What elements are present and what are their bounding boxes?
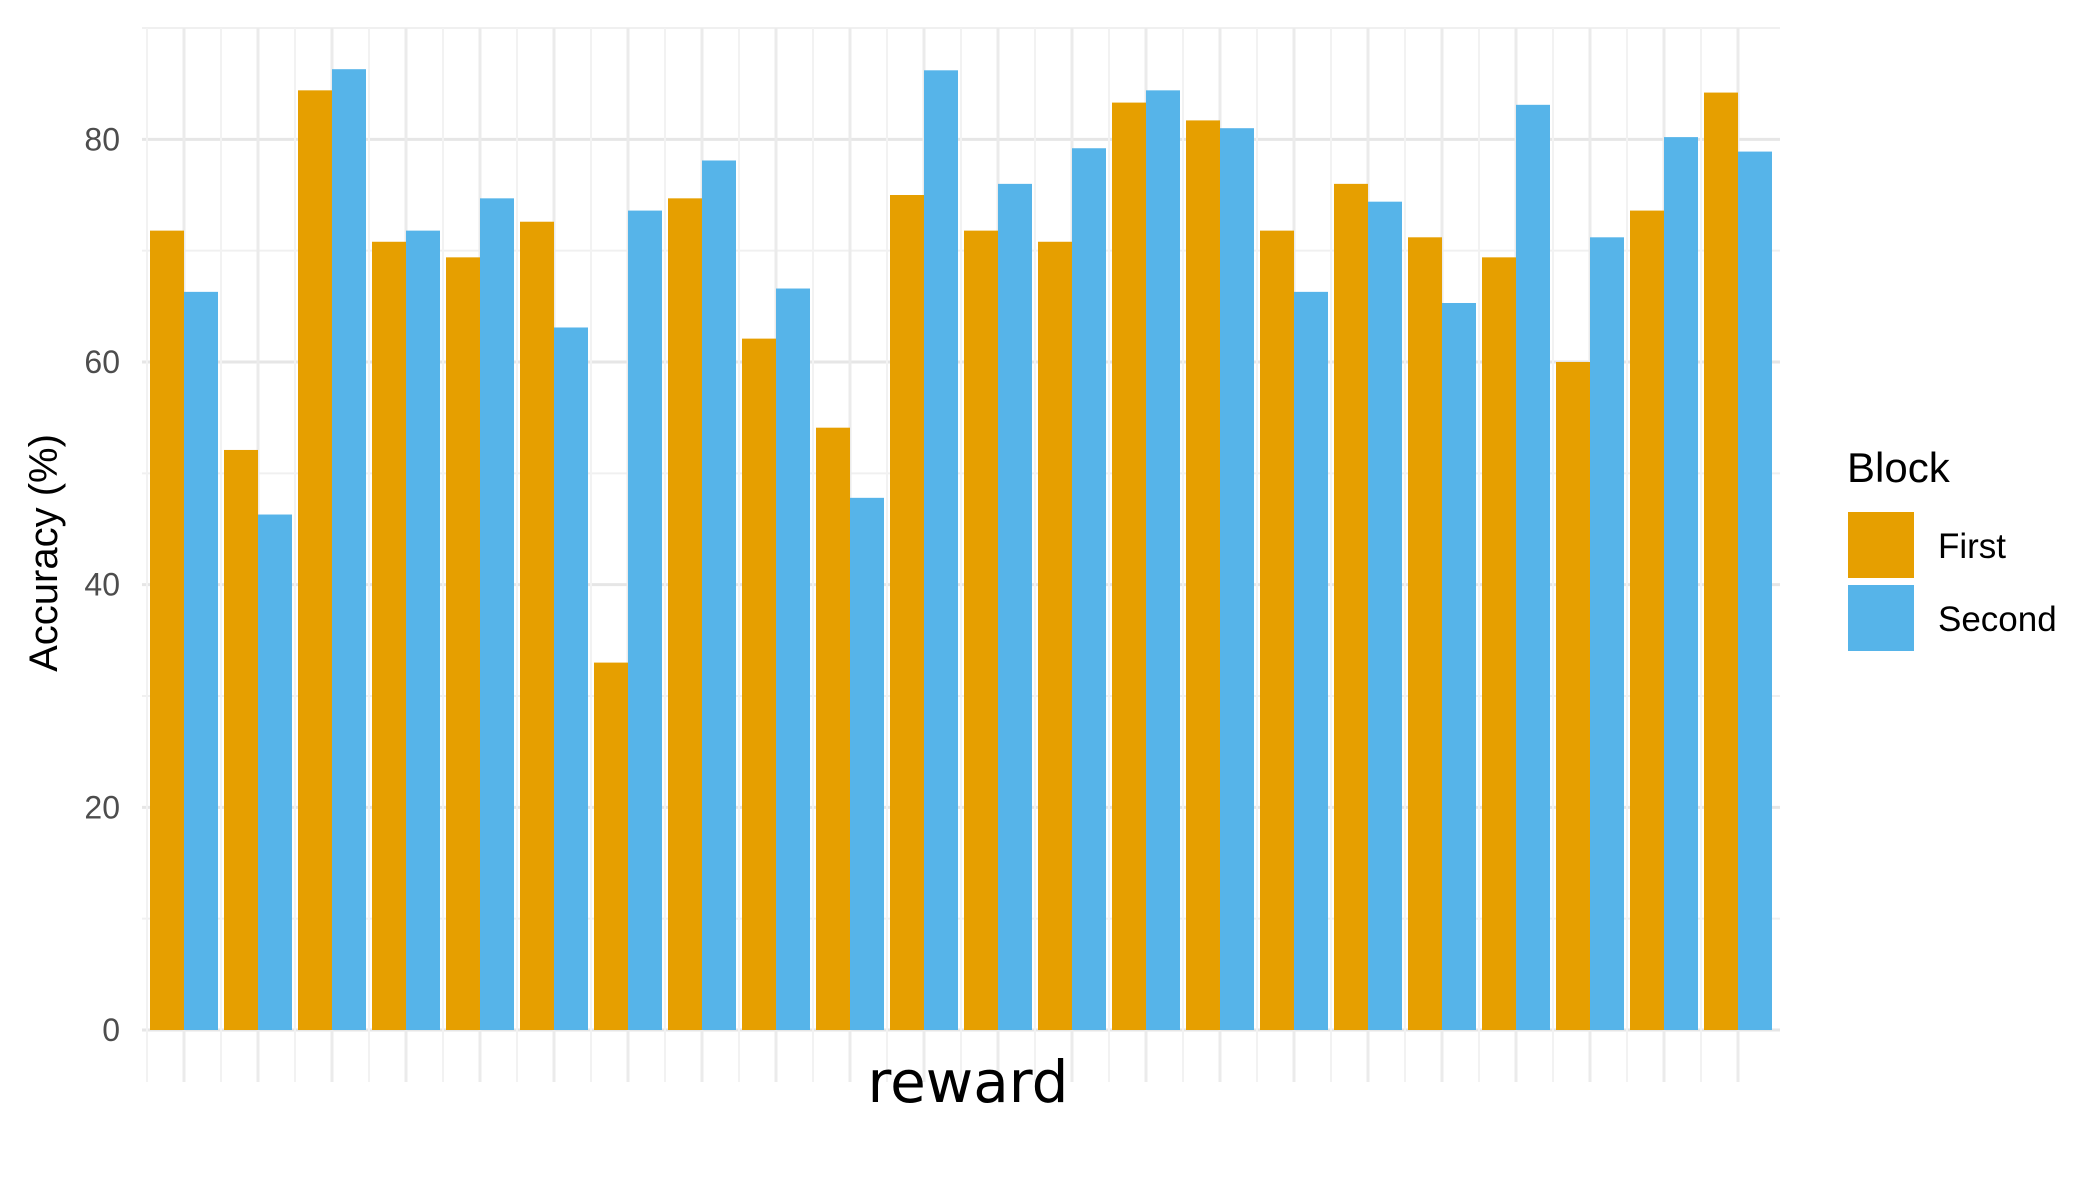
bar-second-7 [628,210,662,1030]
bar-second-8 [702,160,736,1030]
y-axis-tick-labels: 0 20 40 60 80 [84,121,120,1048]
bar-second-12 [998,183,1032,1030]
bar-second-1 [184,291,218,1030]
bar-second-5 [480,198,514,1031]
legend-label-first: First [1938,527,2006,566]
bar-first-19 [1482,257,1516,1030]
bar-second-14 [1146,90,1180,1030]
legend-key-second [1848,585,1914,651]
bar-second-2 [258,514,292,1030]
bar-second-4 [406,230,440,1031]
bar-first-14 [1112,102,1146,1031]
bar-first-2 [224,449,258,1030]
bar-second-6 [554,327,588,1030]
y-tick-label: 40 [84,567,120,603]
bar-first-5 [446,257,480,1030]
bar-first-9 [742,338,776,1030]
bar-first-10 [816,427,850,1031]
bar-first-21 [1630,210,1664,1030]
bar-first-3 [298,90,332,1030]
bar-second-17 [1368,201,1402,1030]
bar-first-16 [1260,230,1294,1031]
bar-second-21 [1664,137,1698,1030]
bar-first-4 [372,241,406,1030]
bar-second-13 [1072,148,1106,1031]
bar-first-20 [1556,362,1590,1030]
y-tick-label: 80 [84,121,120,157]
y-tick-label: 20 [84,789,120,825]
legend-key-first [1848,512,1914,578]
legend-title: Block [1847,444,1951,491]
bars [150,69,1772,1031]
y-tick-label: 60 [84,344,120,380]
bar-second-11 [924,70,958,1031]
bar-second-3 [332,69,366,1030]
bar-first-11 [890,195,924,1030]
bar-first-6 [520,221,554,1031]
bar-first-13 [1038,241,1072,1030]
bar-second-18 [1442,302,1476,1030]
bar-second-20 [1590,237,1624,1031]
y-tick-label: 0 [102,1012,120,1048]
legend: Block First Second [1847,444,2057,651]
bar-first-8 [668,198,702,1031]
y-axis-title: Accuracy (%) [22,434,66,672]
bar-second-10 [850,497,884,1030]
legend-label-second: Second [1938,600,2057,639]
bar-second-19 [1516,104,1550,1030]
bar-first-12 [964,230,998,1031]
bar-first-18 [1408,237,1442,1031]
bar-second-9 [776,288,810,1030]
x-axis-title: reward [868,1048,1069,1116]
bar-first-1 [150,230,184,1031]
bar-first-7 [594,662,628,1030]
bar-first-15 [1186,120,1220,1030]
bar-first-17 [1334,183,1368,1030]
bar-second-15 [1220,128,1254,1030]
bar-second-16 [1294,291,1328,1030]
bar-first-22 [1704,92,1738,1030]
bar-second-22 [1738,151,1772,1030]
